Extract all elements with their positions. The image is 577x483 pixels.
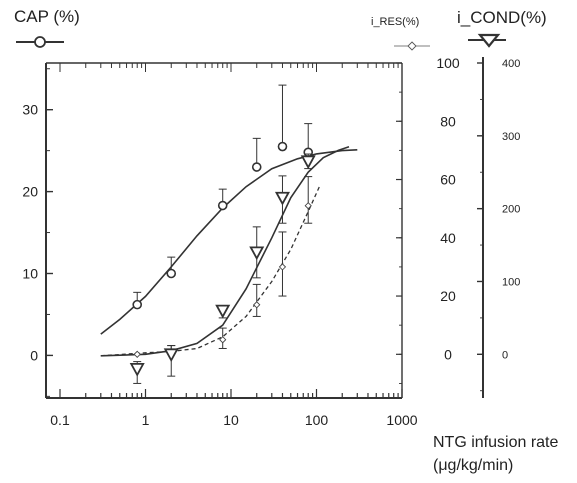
x-axis-label: NTG infusion rate (433, 434, 558, 451)
x-tick-label: 100 (305, 412, 329, 428)
cap-point (132, 299, 143, 310)
res-point (253, 301, 261, 309)
res-tick-label: 0 (444, 346, 452, 362)
cond-legend-marker (468, 33, 506, 48)
cond-point (300, 155, 316, 170)
cap-point (217, 200, 228, 211)
res-legend-marker (394, 41, 430, 51)
cap-point (251, 162, 262, 172)
cap-axis-label: CAP (%) (14, 7, 80, 26)
res-tick-label: 60 (440, 172, 456, 188)
cond-fit-curve (100, 146, 350, 357)
cond-point (163, 348, 179, 363)
cap-tick-label: 20 (22, 184, 38, 200)
res-point (278, 263, 287, 271)
res-tick-label: 80 (440, 113, 456, 129)
cond-tick-label: 100 (502, 276, 520, 288)
cond-tick-label: 400 (502, 58, 520, 70)
x-axis-unit: (μg/kg/min) (433, 457, 513, 474)
cap-tick-label: 30 (22, 102, 38, 118)
cap-fit-curve (100, 149, 358, 335)
cond-point (274, 191, 290, 206)
cond-point (215, 304, 231, 319)
res-tick-label: 40 (440, 230, 456, 246)
x-tick-label: 1 (142, 412, 150, 428)
x-tick-label: 1000 (386, 412, 417, 428)
res-tick-label: 100 (436, 55, 460, 71)
res-tick-label: 20 (440, 288, 456, 304)
x-tick-label: 0.1 (50, 412, 70, 428)
cond-tick-label: 0 (502, 349, 508, 361)
res-point (133, 350, 141, 358)
fit-curves (100, 146, 358, 357)
cap-axis: 0 10 20 30 (22, 68, 53, 397)
cap-tick-label: 10 (22, 266, 38, 282)
res-axis: 0 20 40 60 80 100 (396, 55, 460, 384)
cond-axis-label: i_COND(%) (457, 8, 547, 27)
data-points (129, 84, 316, 384)
x-tick-label: 10 (223, 412, 239, 428)
cap-tick-label: 0 (30, 347, 38, 363)
cond-point (249, 246, 265, 261)
res-axis-label: i_RES(%) (371, 16, 419, 28)
cap-point (277, 141, 288, 152)
res-point (304, 202, 312, 210)
cap-point (166, 268, 177, 279)
cond-point (129, 362, 145, 377)
cond-tick-label: 300 (502, 131, 520, 143)
plot-frame (45, 62, 403, 399)
cond-tick-label: 200 (502, 204, 520, 216)
cond-axis: 0 100 200 300 400 (477, 57, 520, 398)
x-axis: 0.1 1 10 100 1000 (50, 63, 418, 428)
res-point (219, 336, 227, 344)
cap-legend-marker (16, 36, 64, 48)
res-fit-curve (100, 185, 321, 357)
